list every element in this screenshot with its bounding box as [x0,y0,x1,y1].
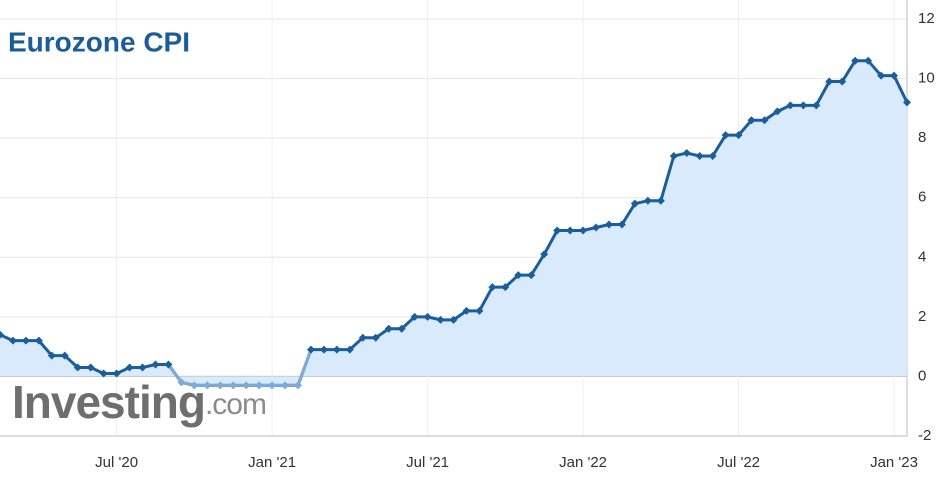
y-tick-label: -2 [918,427,931,444]
marker [773,107,782,116]
watermark-main: Investing [12,376,205,428]
marker [760,116,769,125]
y-tick-label: 6 [918,189,926,206]
marker [799,101,808,110]
marker [566,226,575,235]
y-tick-label: 0 [918,367,926,384]
marker [60,351,69,360]
marker [397,324,406,333]
marker [371,333,380,342]
marker [877,71,886,80]
marker [164,360,173,369]
marker [86,363,95,372]
marker [294,381,303,390]
marker [436,315,445,324]
line-segment-negative [167,363,183,384]
marker [592,223,601,232]
marker [514,271,523,280]
marker [332,345,341,354]
x-tick-label: Jan '23 [870,454,918,471]
marker [630,199,639,208]
marker [8,336,17,345]
marker [708,152,717,161]
x-tick-label: Jan '22 [559,454,607,471]
marker [203,381,212,390]
marker [540,250,549,259]
marker [151,360,160,369]
marker [851,56,860,65]
marker [306,345,315,354]
marker [812,101,821,110]
marker [216,381,225,390]
x-tick-label: Jan '21 [248,454,296,471]
marker [449,315,458,324]
marker [838,77,847,86]
marker [410,312,419,321]
x-tick-label: Jul '21 [406,454,449,471]
marker [384,324,393,333]
marker [21,336,30,345]
marker [695,152,704,161]
y-tick-label: 2 [918,308,926,325]
y-tick-label: 4 [918,248,926,265]
marker [47,351,56,360]
plot [0,56,911,390]
chart-title: Eurozone CPI [8,26,190,57]
marker [669,152,678,161]
marker [553,226,562,235]
marker [721,131,730,140]
marker [734,131,743,140]
marker [358,333,367,342]
marker [229,381,238,390]
marker [864,56,873,65]
marker [281,381,290,390]
line-segment-negative [296,349,313,386]
y-tick-label: 10 [918,70,935,87]
area [0,60,907,386]
marker [488,283,497,292]
marker [34,336,43,345]
y-tick-label: 12 [918,10,935,27]
marker [786,101,795,110]
marker [138,363,147,372]
marker [501,283,510,292]
marker [319,345,328,354]
marker [177,378,186,387]
marker [125,363,134,372]
marker [579,226,588,235]
marker [190,381,199,390]
marker [475,306,484,315]
marker [255,381,264,390]
marker [604,220,613,229]
marker [527,271,536,280]
marker [656,196,665,205]
x-tick-label: Jul '22 [717,454,760,471]
marker [462,306,471,315]
marker [747,116,756,125]
y-tick-label: 8 [918,129,926,146]
marker [825,77,834,86]
marker [890,71,899,80]
watermark-suffix: .com [205,388,266,421]
marker [643,196,652,205]
marker [617,220,626,229]
marker [903,98,911,107]
marker [682,149,691,158]
marker [99,369,108,378]
marker [0,330,4,339]
marker [345,345,354,354]
marker [268,381,277,390]
marker [242,381,251,390]
watermark: Investing.com [12,376,266,428]
marker [112,369,121,378]
marker [73,363,82,372]
marker [423,312,432,321]
x-tick-label: Jul '20 [95,454,138,471]
